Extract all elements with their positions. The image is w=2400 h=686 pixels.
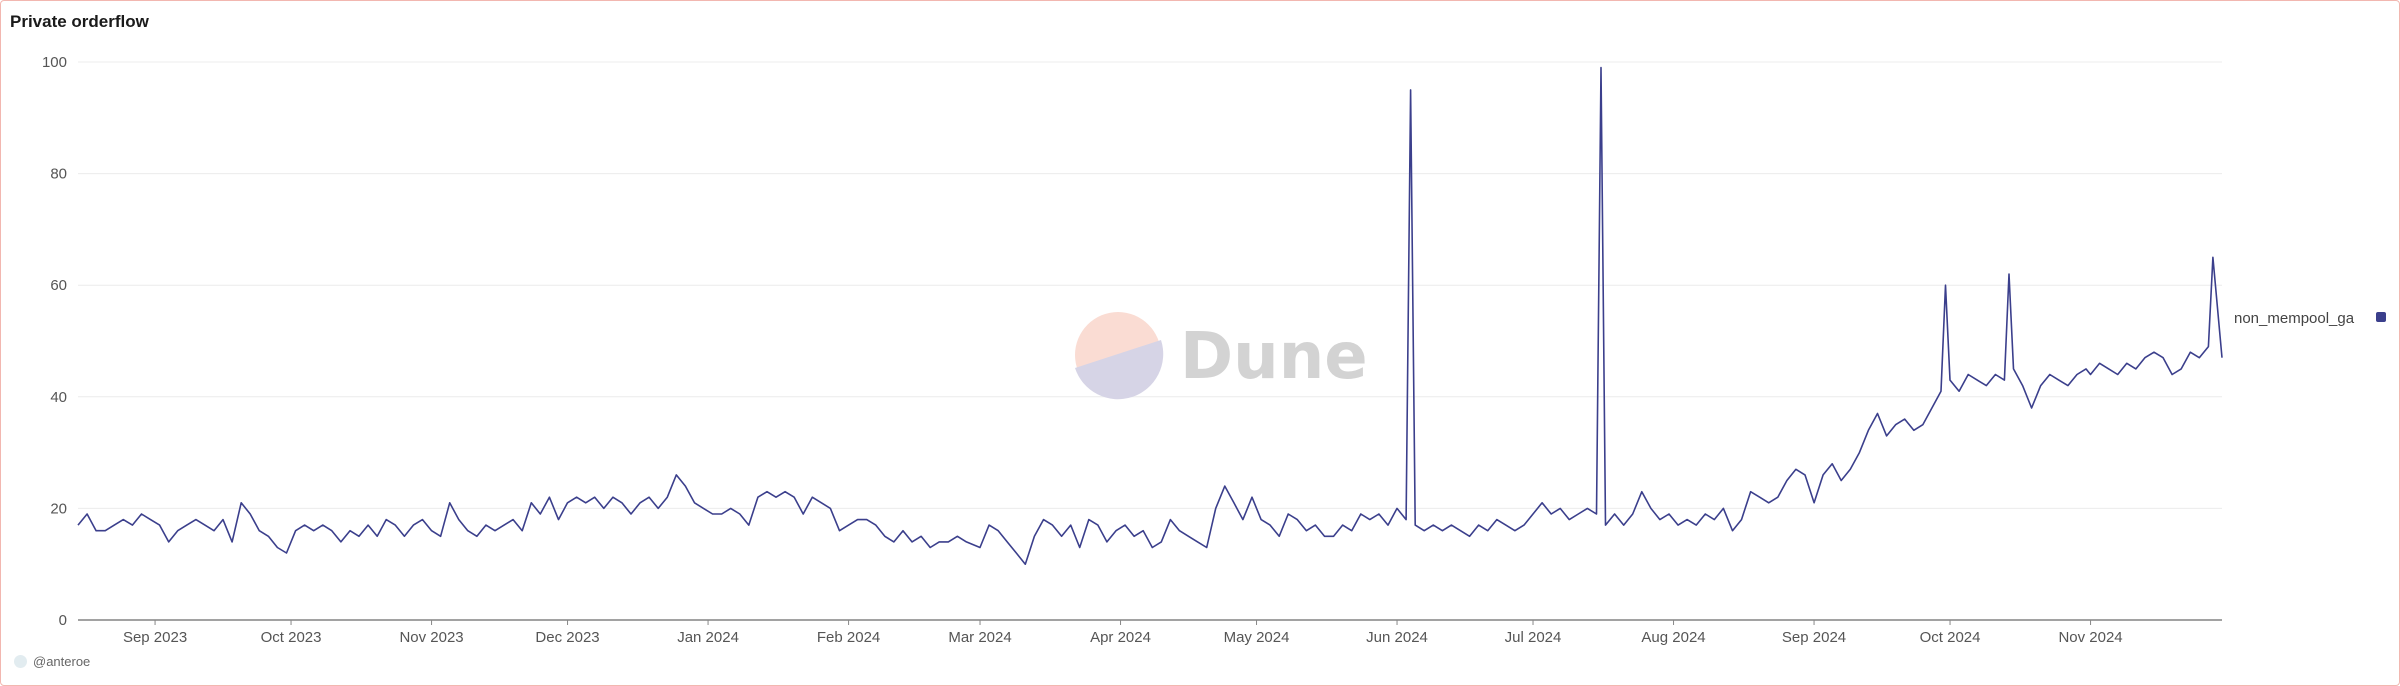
x-tick-label: Jul 2024 xyxy=(1505,629,1562,646)
chart-title: Private orderflow xyxy=(10,12,149,31)
watermark-text: Dune xyxy=(1180,320,1368,394)
grid-lines xyxy=(78,61,2222,621)
x-axis: Sep 2023 Oct 2023 Nov 2023 Dec 2023 Jan 2024… xyxy=(123,620,2123,646)
y-tick-label: 100 xyxy=(42,54,67,71)
x-tick-label: Feb 2024 xyxy=(817,629,880,646)
series-line-non-mempool-ga xyxy=(77,66,2223,565)
y-tick-label: 40 xyxy=(50,389,67,406)
y-axis: 0 20 40 60 80 100 xyxy=(42,54,67,629)
watermark-logo-lower-icon xyxy=(1075,340,1164,400)
legend-label: non_mempool_ga xyxy=(2234,310,2355,327)
x-tick-label: Jun 2024 xyxy=(1366,629,1428,646)
credit[interactable]: @anteroe xyxy=(14,654,90,669)
y-tick-label: 80 xyxy=(50,166,67,183)
avatar-icon xyxy=(14,655,27,668)
x-tick-label: Sep 2024 xyxy=(1782,629,1846,646)
x-tick-label: Oct 2024 xyxy=(1920,629,1981,646)
y-tick-label: 20 xyxy=(50,500,67,517)
dune-watermark: Dune xyxy=(1075,312,1368,400)
legend-swatch xyxy=(2376,312,2386,322)
y-tick-label: 60 xyxy=(50,277,67,294)
legend[interactable]: non_mempool_ga xyxy=(2234,310,2386,327)
x-tick-label: Aug 2024 xyxy=(1641,629,1705,646)
x-tick-label: Nov 2024 xyxy=(2058,629,2122,646)
x-tick-label: Jan 2024 xyxy=(677,629,739,646)
x-tick-label: Nov 2023 xyxy=(399,629,463,646)
x-tick-label: Sep 2023 xyxy=(123,629,187,646)
credit-label: @anteroe xyxy=(33,654,91,669)
x-tick-label: Apr 2024 xyxy=(1090,629,1151,646)
x-tick-label: May 2024 xyxy=(1224,629,1290,646)
x-tick-label: Mar 2024 xyxy=(948,629,1011,646)
y-tick-label: 0 xyxy=(59,612,67,629)
x-tick-label: Oct 2023 xyxy=(261,629,322,646)
x-tick-label: Dec 2023 xyxy=(535,629,599,646)
